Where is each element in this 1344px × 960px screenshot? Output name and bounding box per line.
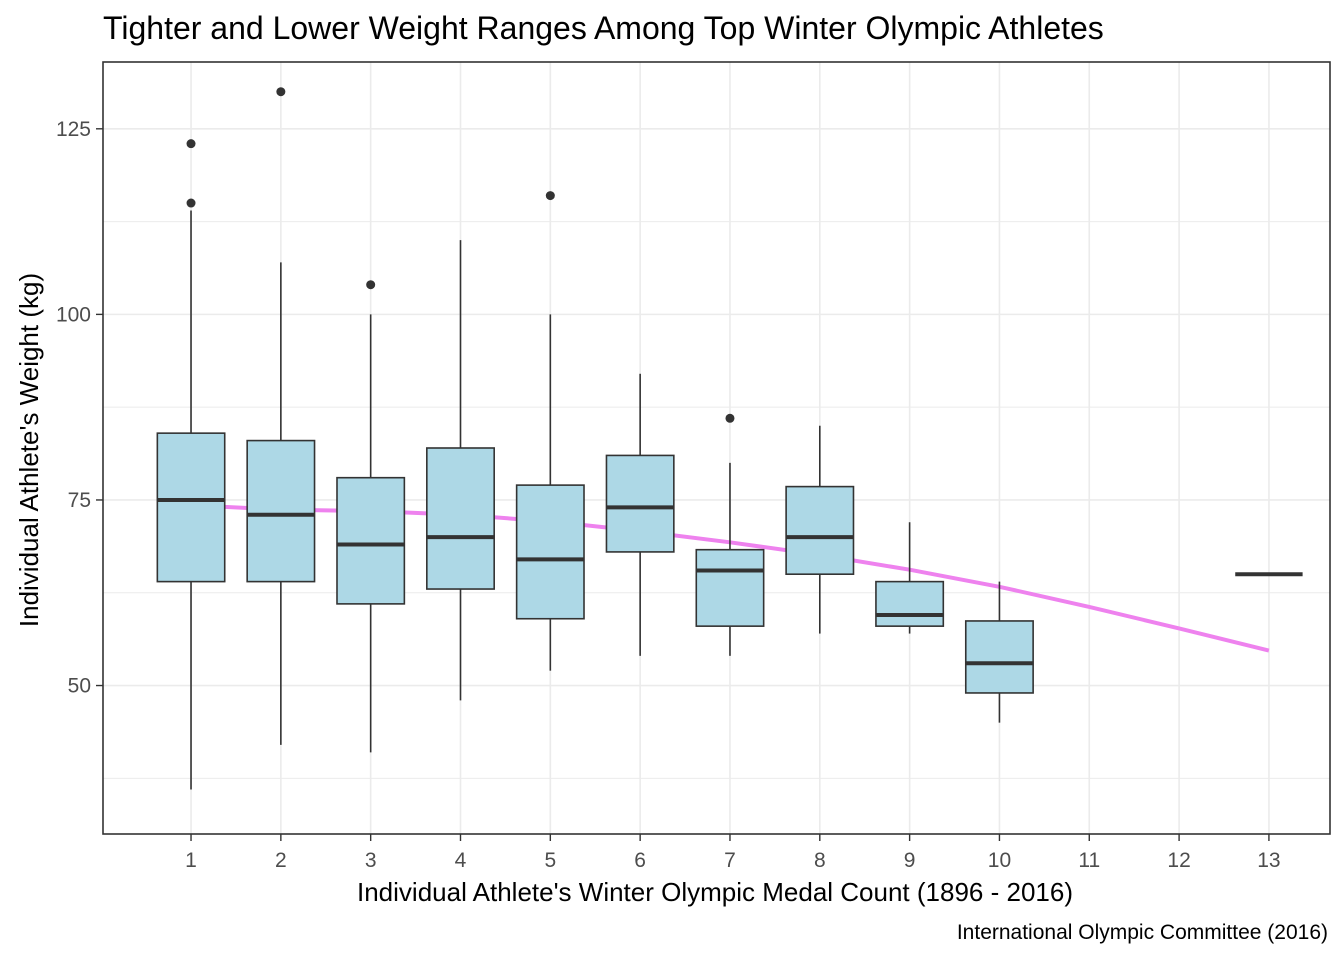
outlier-point xyxy=(545,191,555,201)
x-tick-label: 12 xyxy=(1167,849,1190,872)
y-tick-label: 50 xyxy=(68,675,91,698)
outlier-point xyxy=(725,413,735,423)
x-tick-label: 3 xyxy=(365,849,377,872)
y-axis-title: Individual Athlete's Weight (kg) xyxy=(14,273,44,627)
chart-title: Tighter and Lower Weight Ranges Among To… xyxy=(103,10,1104,46)
outlier-point xyxy=(186,198,196,208)
box-iqr xyxy=(156,432,226,583)
y-tick-label: 75 xyxy=(68,489,91,512)
box-iqr xyxy=(875,580,945,627)
box-5 xyxy=(515,191,585,671)
box-iqr xyxy=(515,484,585,620)
boxes-group xyxy=(156,87,1303,790)
box-2 xyxy=(246,87,316,745)
box-6 xyxy=(605,373,675,656)
box-10 xyxy=(964,581,1034,723)
outlier-point xyxy=(276,87,286,97)
x-tick-label: 7 xyxy=(724,849,736,872)
x-tick-label: 6 xyxy=(634,849,646,872)
box-iqr xyxy=(695,548,765,627)
x-tick-label: 5 xyxy=(544,849,556,872)
box-iqr xyxy=(785,485,855,575)
box-iqr xyxy=(605,454,675,553)
box-1 xyxy=(156,139,226,790)
box-3 xyxy=(336,280,406,753)
box-9 xyxy=(875,522,945,634)
x-tick-label: 13 xyxy=(1257,849,1280,872)
x-tick-label: 11 xyxy=(1078,849,1100,872)
x-tick-label: 4 xyxy=(455,849,467,872)
box-4 xyxy=(426,240,495,701)
x-tick-label: 8 xyxy=(814,849,826,872)
panel-border xyxy=(102,61,1331,835)
box-iqr xyxy=(964,620,1034,694)
x-tick-label: 9 xyxy=(904,849,916,872)
box-7 xyxy=(695,413,765,656)
x-tick-label: 2 xyxy=(275,849,287,872)
outlier-point xyxy=(186,139,196,149)
y-tick-label: 125 xyxy=(56,118,91,141)
x-axis-title: Individual Athlete's Winter Olympic Meda… xyxy=(357,877,1073,907)
y-tick-label: 100 xyxy=(56,303,91,326)
outlier-point xyxy=(366,280,376,290)
source-caption: International Olympic Committee (2016) xyxy=(956,921,1328,944)
box-iqr xyxy=(426,447,495,590)
x-tick-label: 1 xyxy=(185,849,197,872)
box-iqr xyxy=(336,476,406,605)
x-tick-label: 10 xyxy=(988,849,1011,872)
box-8 xyxy=(785,425,855,634)
box-iqr xyxy=(246,439,316,583)
